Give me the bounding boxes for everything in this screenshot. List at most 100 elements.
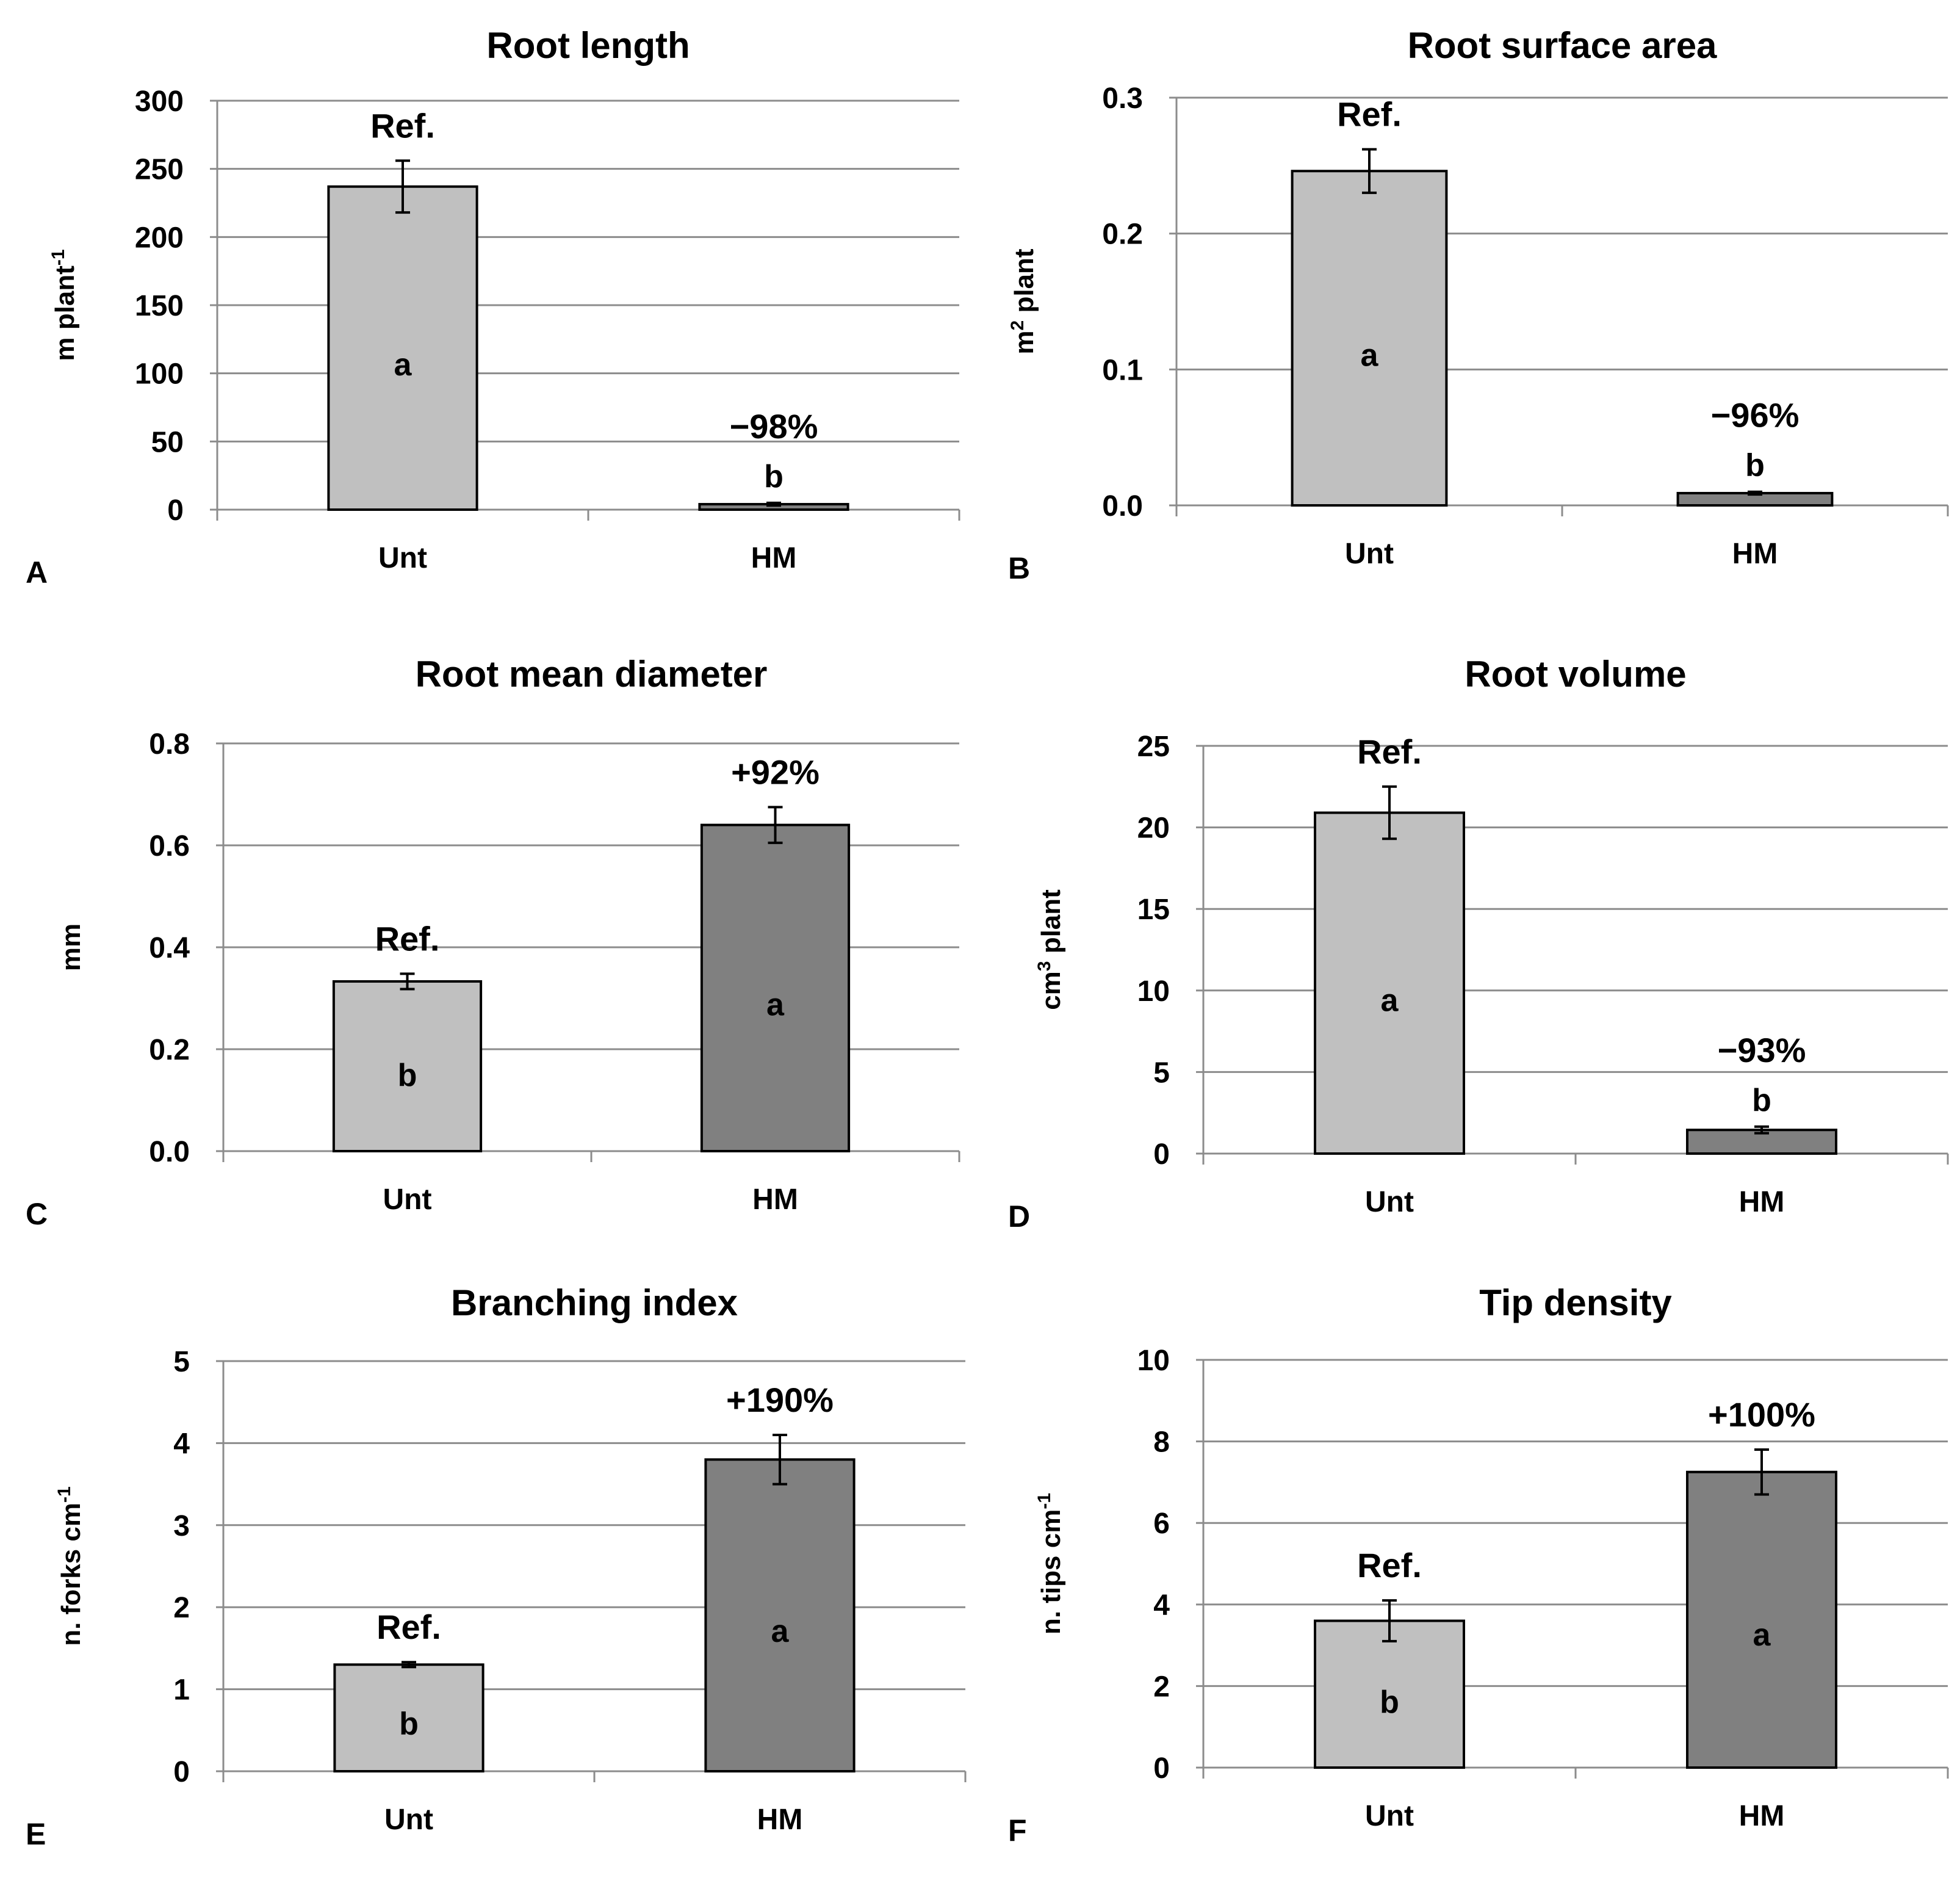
x-tick-label: HM xyxy=(751,542,797,574)
y-tick-label: 0.2 xyxy=(1102,219,1143,251)
y-axis-label-exponent: 3 xyxy=(1034,961,1054,972)
chart-svg: Root surface area 0.0 0.1 0.2 0.3 m2 plant Unt… xyxy=(1007,25,1949,585)
y-tick-label: 10 xyxy=(1137,1345,1170,1377)
significance-letter: b xyxy=(1752,1083,1771,1118)
y-tick-label: 2 xyxy=(1153,1671,1170,1703)
y-tick-label: 4 xyxy=(173,1428,190,1460)
y-axis-label: n. tips cm-1 xyxy=(1034,1493,1067,1635)
x-tick-label: Unt xyxy=(1365,1186,1414,1218)
y-tick-label: 100 xyxy=(135,358,184,391)
y-tick-label: 4 xyxy=(1153,1589,1170,1622)
y-axis-label: m plant-1 xyxy=(48,249,81,361)
y-tick-label: 6 xyxy=(1153,1508,1170,1540)
y-tick-label: 300 xyxy=(135,85,184,118)
x-tick-label: Unt xyxy=(384,1804,433,1836)
x-tick-label: HM xyxy=(1732,538,1778,570)
x-tick-label: Unt xyxy=(378,542,427,574)
y-axis-label-main: m xyxy=(1009,330,1039,354)
bar-annotation: +190% xyxy=(726,1381,834,1419)
chart-title: Root volume xyxy=(1465,654,1686,695)
bar-annotation: Ref. xyxy=(370,106,435,145)
y-tick-label: 5 xyxy=(1153,1057,1170,1089)
bar-annotation: +92% xyxy=(731,753,820,791)
significance-letter: a xyxy=(771,1614,790,1649)
panel-label: C xyxy=(26,1197,48,1231)
bar-annotation: −98% xyxy=(730,407,818,446)
y-tick-label: 0 xyxy=(1153,1752,1170,1785)
y-tick-label: 50 xyxy=(151,426,184,458)
y-tick-label: 0 xyxy=(1153,1138,1170,1171)
y-tick-label: 2 xyxy=(173,1592,190,1624)
y-tick-label: 250 xyxy=(135,154,184,186)
chart-title: Root length xyxy=(486,25,690,66)
bar-annotation: −96% xyxy=(1711,396,1800,435)
significance-letter: a xyxy=(766,988,785,1023)
significance-letter: b xyxy=(1380,1685,1399,1720)
chart-group: Root length 0 50 100 150 200 250 300 m plant-1 Un… xyxy=(26,25,960,590)
y-tick-label: 0.6 xyxy=(149,830,190,862)
bar-hm xyxy=(1686,1470,1837,1769)
y-axis-label-exponent: -1 xyxy=(1034,1493,1054,1509)
y-axis-label-exponent: -1 xyxy=(48,249,68,266)
panel-label: B xyxy=(1008,551,1030,585)
y-axis-label-main: n. forks cm xyxy=(56,1503,86,1646)
y-tick-label: 20 xyxy=(1137,812,1170,845)
chart-svg: Root volume 0 5 10 15 20 25 cm3 plant Unt a Ref. HM… xyxy=(1008,654,1949,1234)
bar-hm xyxy=(704,1458,856,1773)
y-tick-label: 15 xyxy=(1137,894,1170,926)
x-tick-label: Unt xyxy=(1345,538,1394,570)
y-tick-label: 10 xyxy=(1137,975,1170,1008)
chart-title: Branching index xyxy=(451,1282,738,1323)
chart-panel-e: Branching index 0 1 2 3 4 5 n. forks cm-1 Unt b Re… xyxy=(0,1257,976,1886)
panel-label: F xyxy=(1008,1813,1027,1848)
y-axis-label-main: n. tips cm xyxy=(1036,1509,1066,1635)
y-tick-label: 0.1 xyxy=(1102,354,1143,386)
y-axis-label: m2 plant xyxy=(1007,248,1040,354)
bar-hm xyxy=(700,823,851,1152)
chart-svg: Root length 0 50 100 150 200 250 300 m plant-1 Un… xyxy=(26,25,960,590)
y-tick-label: 3 xyxy=(173,1510,190,1542)
chart-panel-b: Root surface area 0.0 0.1 0.2 0.3 m2 plant Unt… xyxy=(982,0,1959,629)
significance-letter: a xyxy=(394,347,413,383)
chart-title: Tip density xyxy=(1479,1282,1672,1323)
chart-group: Root surface area 0.0 0.1 0.2 0.3 m2 plant Unt… xyxy=(1007,25,1949,585)
y-axis-label: mm xyxy=(56,923,86,971)
bar-unt xyxy=(1291,170,1448,507)
y-tick-label: 0.0 xyxy=(1102,490,1143,522)
chart-panel-c: Root mean diameter 0.0 0.2 0.4 0.6 0.8 mm Unt b R… xyxy=(0,629,976,1257)
y-tick-label: 0 xyxy=(167,494,184,527)
chart-panel-f: Tip density 0 2 4 6 8 10 n. tips cm-1 Unt b Ref. HM… xyxy=(982,1257,1959,1886)
bar-annotation: Ref. xyxy=(377,1608,441,1646)
bar-annotation: −93% xyxy=(1718,1031,1806,1069)
y-axis-label: n. forks cm-1 xyxy=(54,1486,87,1646)
panel-label: D xyxy=(1008,1199,1030,1234)
x-tick-label: HM xyxy=(1739,1800,1785,1832)
significance-letter: b xyxy=(398,1058,417,1093)
significance-letter: a xyxy=(1753,1617,1771,1653)
x-tick-label: Unt xyxy=(1365,1800,1414,1832)
chart-title: Root surface area xyxy=(1408,25,1717,66)
chart-svg: Tip density 0 2 4 6 8 10 n. tips cm-1 Unt b Ref. HM… xyxy=(1008,1282,1949,1848)
bar-unt xyxy=(332,980,483,1152)
bar-unt xyxy=(333,1663,485,1773)
chart-group: Root mean diameter 0.0 0.2 0.4 0.6 0.8 mm Unt b R… xyxy=(26,654,960,1231)
y-tick-label: 0.0 xyxy=(149,1136,190,1168)
significance-letter: b xyxy=(1745,448,1765,483)
bar-annotation: +100% xyxy=(1708,1395,1815,1434)
bar-annotation: Ref. xyxy=(1357,732,1422,771)
x-tick-label: HM xyxy=(752,1183,798,1216)
x-tick-label: Unt xyxy=(383,1183,432,1216)
chart-group: Root volume 0 5 10 15 20 25 cm3 plant Unt a Ref. HM… xyxy=(1008,654,1949,1234)
y-axis-label-unit: plant xyxy=(1036,889,1066,961)
y-tick-label: 0.3 xyxy=(1102,82,1143,115)
y-axis-label-exponent: 2 xyxy=(1007,320,1028,331)
bar-unt xyxy=(1314,1619,1465,1769)
bar-annotation: Ref. xyxy=(1357,1546,1422,1584)
y-tick-label: 25 xyxy=(1137,731,1170,763)
y-tick-label: 200 xyxy=(135,222,184,254)
bar-annotation: Ref. xyxy=(375,919,440,958)
y-tick-label: 0 xyxy=(173,1756,190,1788)
y-axis-label-main: mm xyxy=(56,923,86,971)
y-tick-label: 150 xyxy=(135,290,184,322)
